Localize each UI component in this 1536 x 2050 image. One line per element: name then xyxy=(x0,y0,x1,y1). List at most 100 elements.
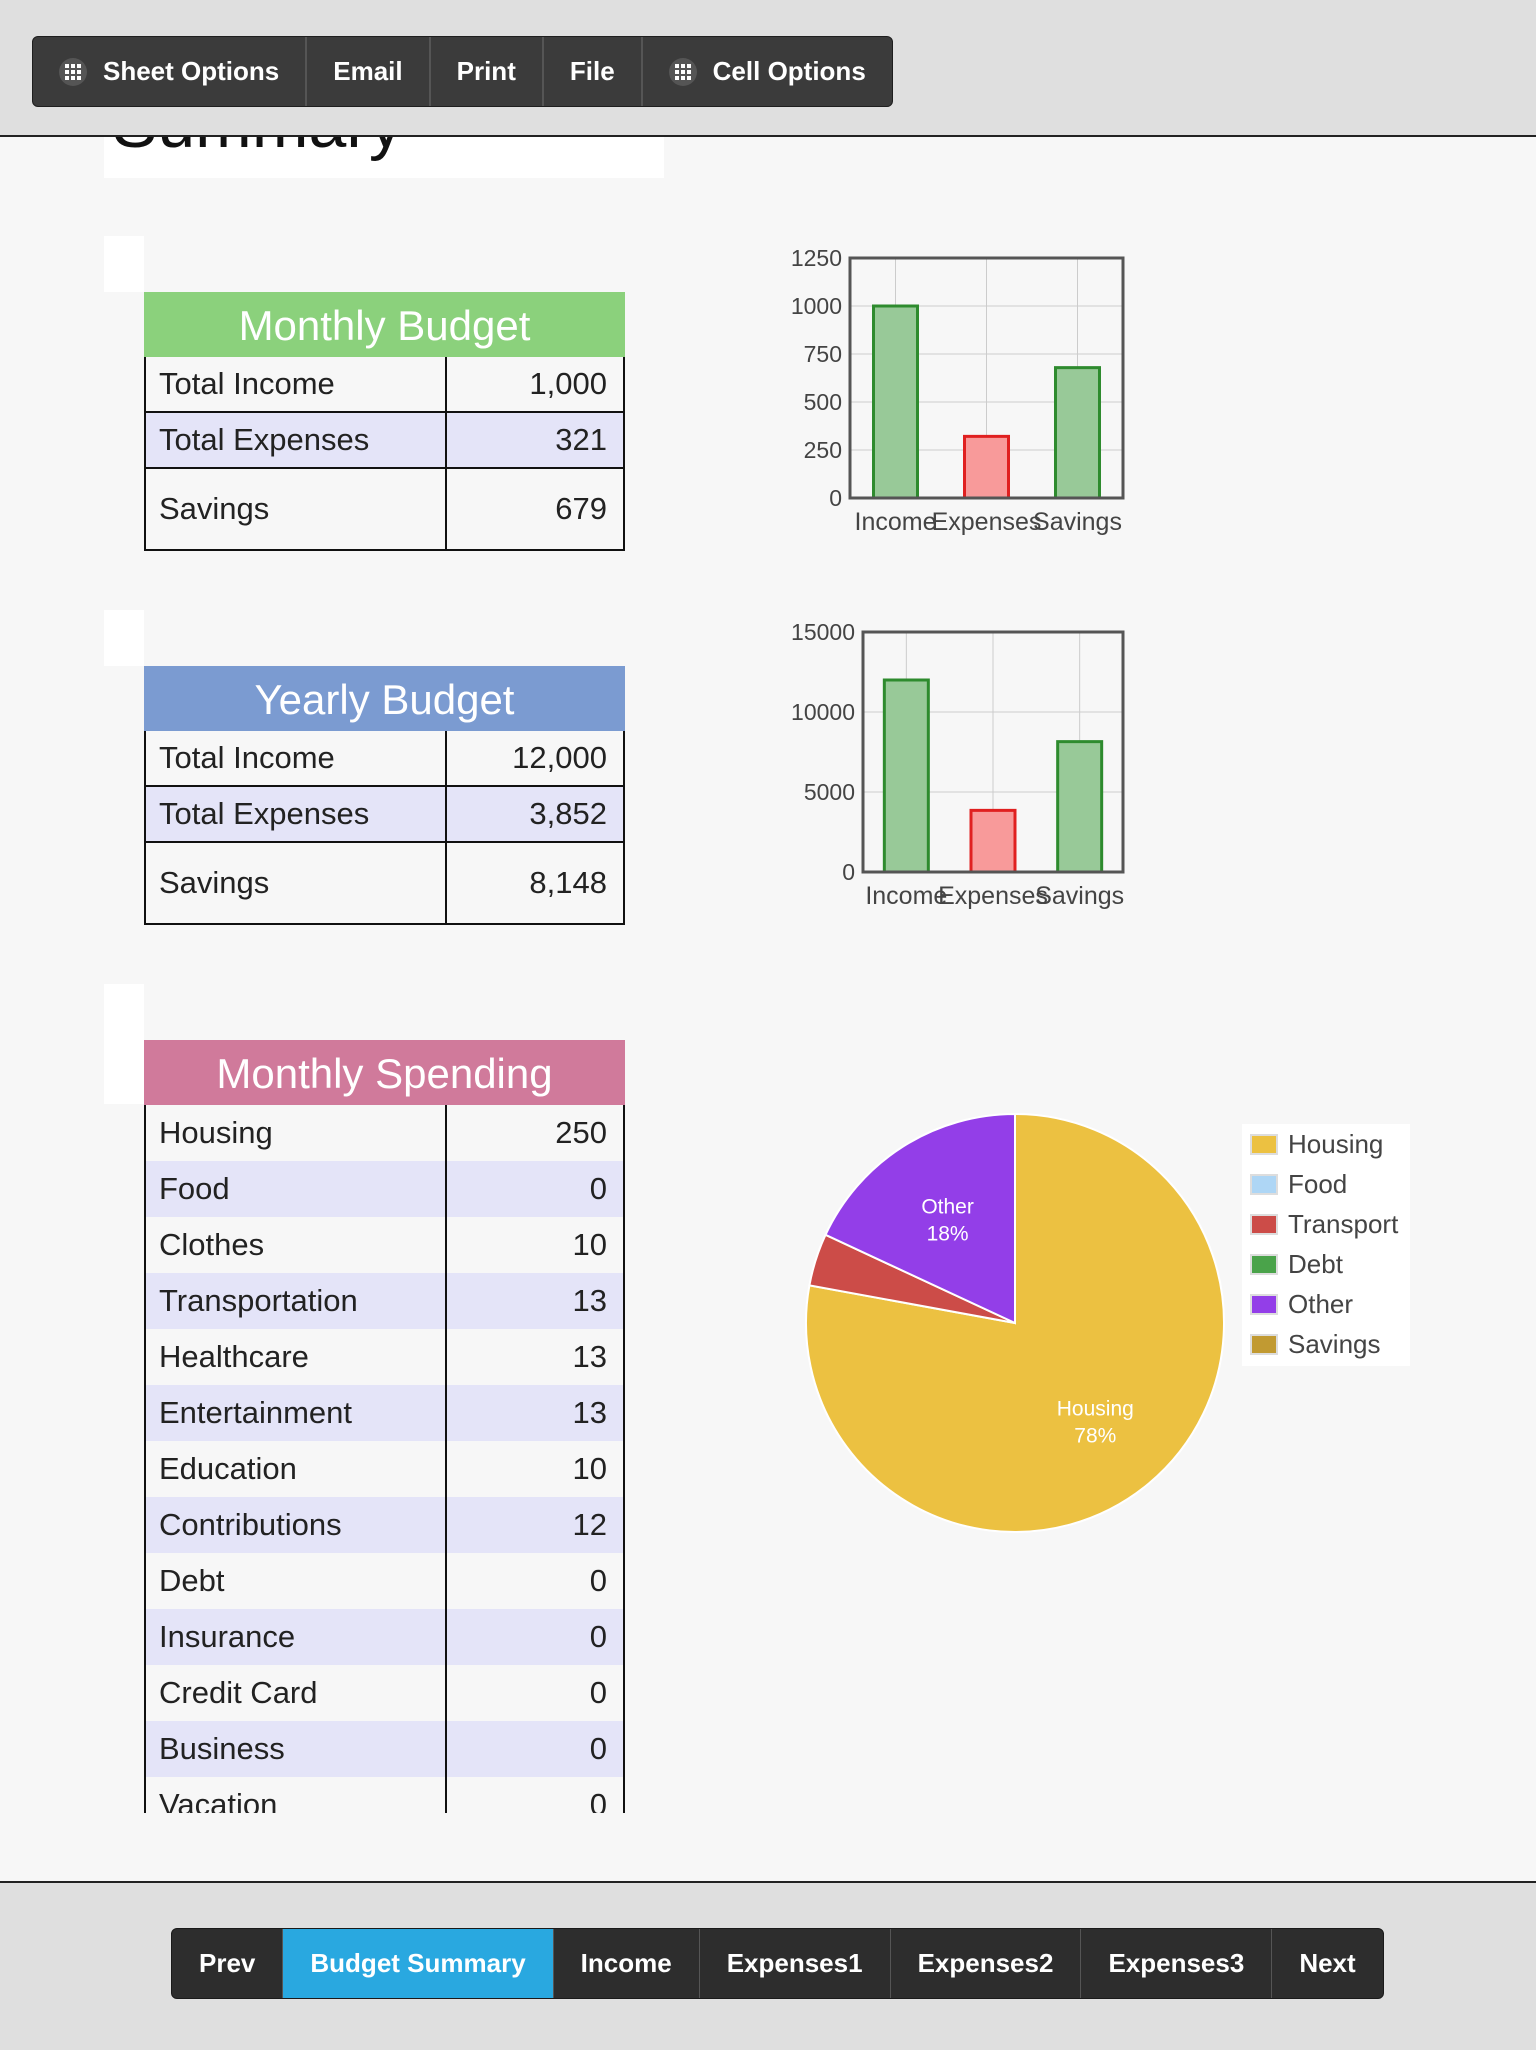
tab-budget-summary[interactable]: Budget Summary xyxy=(283,1929,554,1998)
row-value: 321 xyxy=(555,422,607,457)
row-label: Business xyxy=(146,1721,447,1777)
grid-icon xyxy=(59,57,87,86)
tab-label: Expenses2 xyxy=(917,1948,1054,1978)
table-row[interactable]: Vacation 0 xyxy=(144,1777,625,1813)
legend-label: Debt xyxy=(1288,1248,1343,1279)
x-tick-label: Income xyxy=(865,882,947,910)
legend-item[interactable]: Savings xyxy=(1242,1324,1410,1364)
y-tick-label: 0 xyxy=(829,485,842,511)
prev-label: Prev xyxy=(199,1948,256,1978)
legend-item[interactable]: Transport xyxy=(1242,1204,1410,1244)
row-label: Vacation xyxy=(146,1777,447,1813)
row-label: Savings xyxy=(146,843,447,923)
monthly-budget-table: Monthly Budget Total Income 1,000 Total E… xyxy=(144,292,625,551)
plot-frame xyxy=(848,256,1125,500)
row-label: Healthcare xyxy=(146,1329,447,1385)
row-value: 0 xyxy=(589,1171,607,1206)
legend-item[interactable]: Food xyxy=(1242,1164,1410,1204)
row-value: 250 xyxy=(555,1115,607,1150)
table-row[interactable]: Housing 250 xyxy=(144,1105,625,1161)
next-button[interactable]: Next xyxy=(1272,1929,1382,1998)
sheet-options-label: Sheet Options xyxy=(103,56,280,86)
file-button[interactable]: File xyxy=(544,37,643,106)
tab-expenses2[interactable]: Expenses2 xyxy=(891,1929,1082,1998)
table-row[interactable]: Food 0 xyxy=(144,1161,625,1217)
table-row[interactable]: Education 10 xyxy=(144,1441,625,1497)
bar xyxy=(969,808,1017,874)
row-label: Insurance xyxy=(146,1609,447,1665)
sheet-options-button[interactable]: Sheet Options xyxy=(33,37,308,106)
pie-slice xyxy=(824,1112,1016,1325)
pie-legend: Housing Food Transport Debt Other Savings xyxy=(1242,1124,1410,1366)
row-label: Debt xyxy=(146,1553,447,1609)
table-row[interactable]: Total Expenses 321 xyxy=(144,413,625,469)
table-row[interactable]: Savings 679 xyxy=(144,469,625,551)
slice-percent: 78% xyxy=(1074,1424,1116,1447)
email-button[interactable]: Email xyxy=(307,37,431,106)
tab-expenses1[interactable]: Expenses1 xyxy=(700,1929,891,1998)
table-row[interactable]: Clothes 10 xyxy=(144,1217,625,1273)
row-value: 12 xyxy=(572,1507,607,1542)
x-tick-label: Income xyxy=(855,508,937,536)
row-value: 3,852 xyxy=(529,796,607,831)
table-row[interactable]: Total Expenses 3,852 xyxy=(144,787,625,843)
row-label: Clothes xyxy=(146,1217,447,1273)
table-row[interactable]: Debt 0 xyxy=(144,1553,625,1609)
row-label: Contributions xyxy=(146,1497,447,1553)
legend-item[interactable]: Housing xyxy=(1242,1124,1410,1164)
legend-label: Housing xyxy=(1288,1128,1384,1159)
table-row[interactable]: Transportation 13 xyxy=(144,1273,625,1329)
y-tick-label: 500 xyxy=(804,389,842,415)
row-value: 0 xyxy=(589,1619,607,1654)
table-row[interactable]: Insurance 0 xyxy=(144,1609,625,1665)
toolbar: Sheet Options Email Print File Cell Opti… xyxy=(32,36,893,107)
table-row[interactable]: Total Income 12,000 xyxy=(144,731,625,787)
tab-income[interactable]: Income xyxy=(554,1929,700,1998)
legend-item[interactable]: Other xyxy=(1242,1284,1410,1324)
pie-slice xyxy=(805,1112,1225,1533)
y-tick-label: 10000 xyxy=(791,699,855,725)
table-row[interactable]: Credit Card 0 xyxy=(144,1665,625,1721)
cell-options-button[interactable]: Cell Options xyxy=(643,37,892,106)
print-button[interactable]: Print xyxy=(431,37,544,106)
row-label: Credit Card xyxy=(146,1665,447,1721)
row-label: Total Income xyxy=(146,357,447,411)
row-label: Education xyxy=(146,1441,447,1497)
yearly-budget-table: Yearly Budget Total Income 12,000 Total E… xyxy=(144,666,625,925)
y-tick-label: 5000 xyxy=(804,779,855,805)
row-value: 12,000 xyxy=(512,740,607,775)
bar xyxy=(872,304,919,500)
y-tick-label: 1000 xyxy=(791,293,842,319)
monthly-spending-header: Monthly Spending xyxy=(144,1040,625,1105)
print-label: Print xyxy=(456,56,516,86)
table-row[interactable]: Contributions 12 xyxy=(144,1497,625,1553)
legend-swatch xyxy=(1250,1213,1278,1235)
table-row[interactable]: Savings 8,148 xyxy=(144,843,625,925)
grid-icon xyxy=(668,57,697,86)
row-label: Housing xyxy=(146,1105,447,1161)
row-value: 0 xyxy=(589,1563,607,1598)
row-value: 0 xyxy=(589,1675,607,1710)
x-tick-label: Savings xyxy=(1033,508,1122,536)
legend-item[interactable]: Debt xyxy=(1242,1244,1410,1284)
row-marker xyxy=(104,984,144,1104)
legend-label: Savings xyxy=(1288,1328,1381,1359)
table-row[interactable]: Business 0 xyxy=(144,1721,625,1777)
x-tick-label: Expenses xyxy=(938,882,1048,910)
table-row[interactable]: Total Income 1,000 xyxy=(144,357,625,413)
bar xyxy=(1056,740,1104,874)
legend-swatch xyxy=(1250,1333,1278,1355)
y-tick-label: 750 xyxy=(804,341,842,367)
top-bar: Sheet Options Email Print File Cell Opti… xyxy=(0,0,1536,137)
prev-button[interactable]: Prev xyxy=(172,1929,284,1998)
bar xyxy=(1054,366,1101,500)
legend-label: Food xyxy=(1288,1168,1348,1199)
tab-label: Expenses3 xyxy=(1108,1948,1245,1978)
table-row[interactable]: Entertainment 13 xyxy=(144,1385,625,1441)
tab-expenses3[interactable]: Expenses3 xyxy=(1081,1929,1273,1998)
bottom-bar: Prev Budget Summary Income Expenses1 Exp… xyxy=(0,1881,1536,2050)
table-row[interactable]: Healthcare 13 xyxy=(144,1329,625,1385)
legend-swatch xyxy=(1250,1293,1278,1315)
legend-label: Transport xyxy=(1288,1208,1399,1239)
